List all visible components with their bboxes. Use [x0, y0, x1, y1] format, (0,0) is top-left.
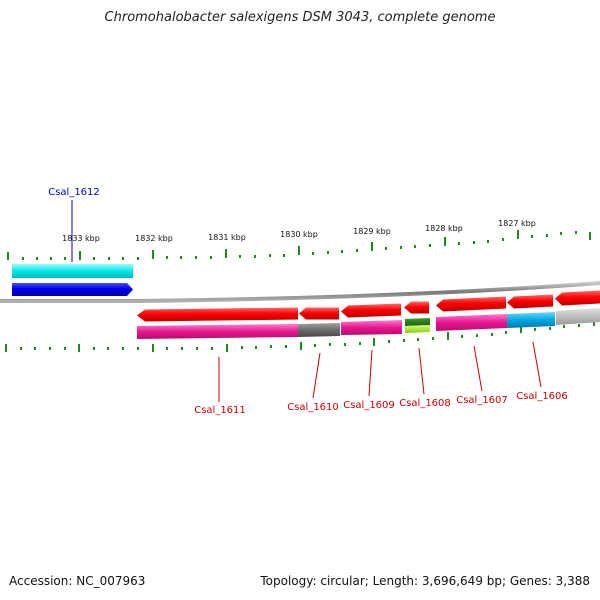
cog-bar: [436, 314, 507, 331]
gene-arrow-csal-1609[interactable]: [341, 303, 401, 318]
gene-label-csal-1610[interactable]: Csal_1610: [287, 402, 339, 413]
gene-arrow-csal-1608[interactable]: [404, 301, 429, 314]
kbp-labels: 1833 kbp 1832 kbp 1831 kbp 1830 kbp 1829…: [62, 219, 536, 243]
cog-bar: [12, 264, 133, 278]
gene-arrow-next[interactable]: [555, 290, 600, 306]
gene-label-csal-1607[interactable]: Csal_1607: [456, 395, 508, 406]
cog-bar: [507, 312, 555, 328]
gene-arrow-csal-1606[interactable]: [507, 294, 553, 309]
kbp-label: 1827 kbp: [498, 219, 536, 228]
genome-summary: Topology: circular; Length: 3,696,649 bp…: [260, 574, 590, 588]
kbp-label: 1829 kbp: [353, 227, 391, 236]
genome-backbone: [0, 281, 600, 303]
reverse-gene-arrows: [137, 290, 600, 322]
gene-arrow-csal-1611[interactable]: [137, 307, 298, 322]
cog-bar: [341, 320, 402, 335]
gene-label-csal-1609[interactable]: Csal_1609: [343, 400, 395, 411]
gene-labels: Csal_1611 Csal_1610 Csal_1609 Csal_1608 …: [194, 391, 568, 416]
kbp-label: 1833 kbp: [62, 234, 100, 243]
gene-csal-1612[interactable]: Csal_1612: [12, 187, 133, 296]
kbp-label: 1828 kbp: [425, 224, 463, 233]
reverse-cog-bars: [137, 308, 600, 339]
cog-bar: [405, 325, 430, 333]
genome-title: Chromohalobacter salexigens DSM 3043, co…: [104, 10, 496, 25]
cog-bar: [137, 324, 298, 339]
label-leaders: [218, 341, 542, 402]
cog-bar: [556, 308, 600, 325]
accession-text: Accession: NC_007963: [9, 574, 146, 588]
gene-label-csal-1611[interactable]: Csal_1611: [194, 405, 246, 416]
gene-arrow-csal-1610[interactable]: [299, 307, 339, 320]
kbp-label: 1832 kbp: [135, 234, 173, 243]
gene-label-csal-1606[interactable]: Csal_1606: [516, 391, 568, 402]
cog-bar: [298, 323, 340, 337]
gene-arrow-csal-1607[interactable]: [436, 296, 506, 312]
gene-arrow: [12, 283, 133, 296]
gene-label: Csal_1612: [48, 187, 100, 198]
scale-ticks-upper: [7, 230, 591, 260]
kbp-label: 1830 kbp: [280, 230, 318, 239]
gene-label-csal-1608[interactable]: Csal_1608: [399, 398, 451, 409]
cog-bar: [405, 318, 430, 326]
kbp-label: 1831 kbp: [208, 233, 246, 242]
